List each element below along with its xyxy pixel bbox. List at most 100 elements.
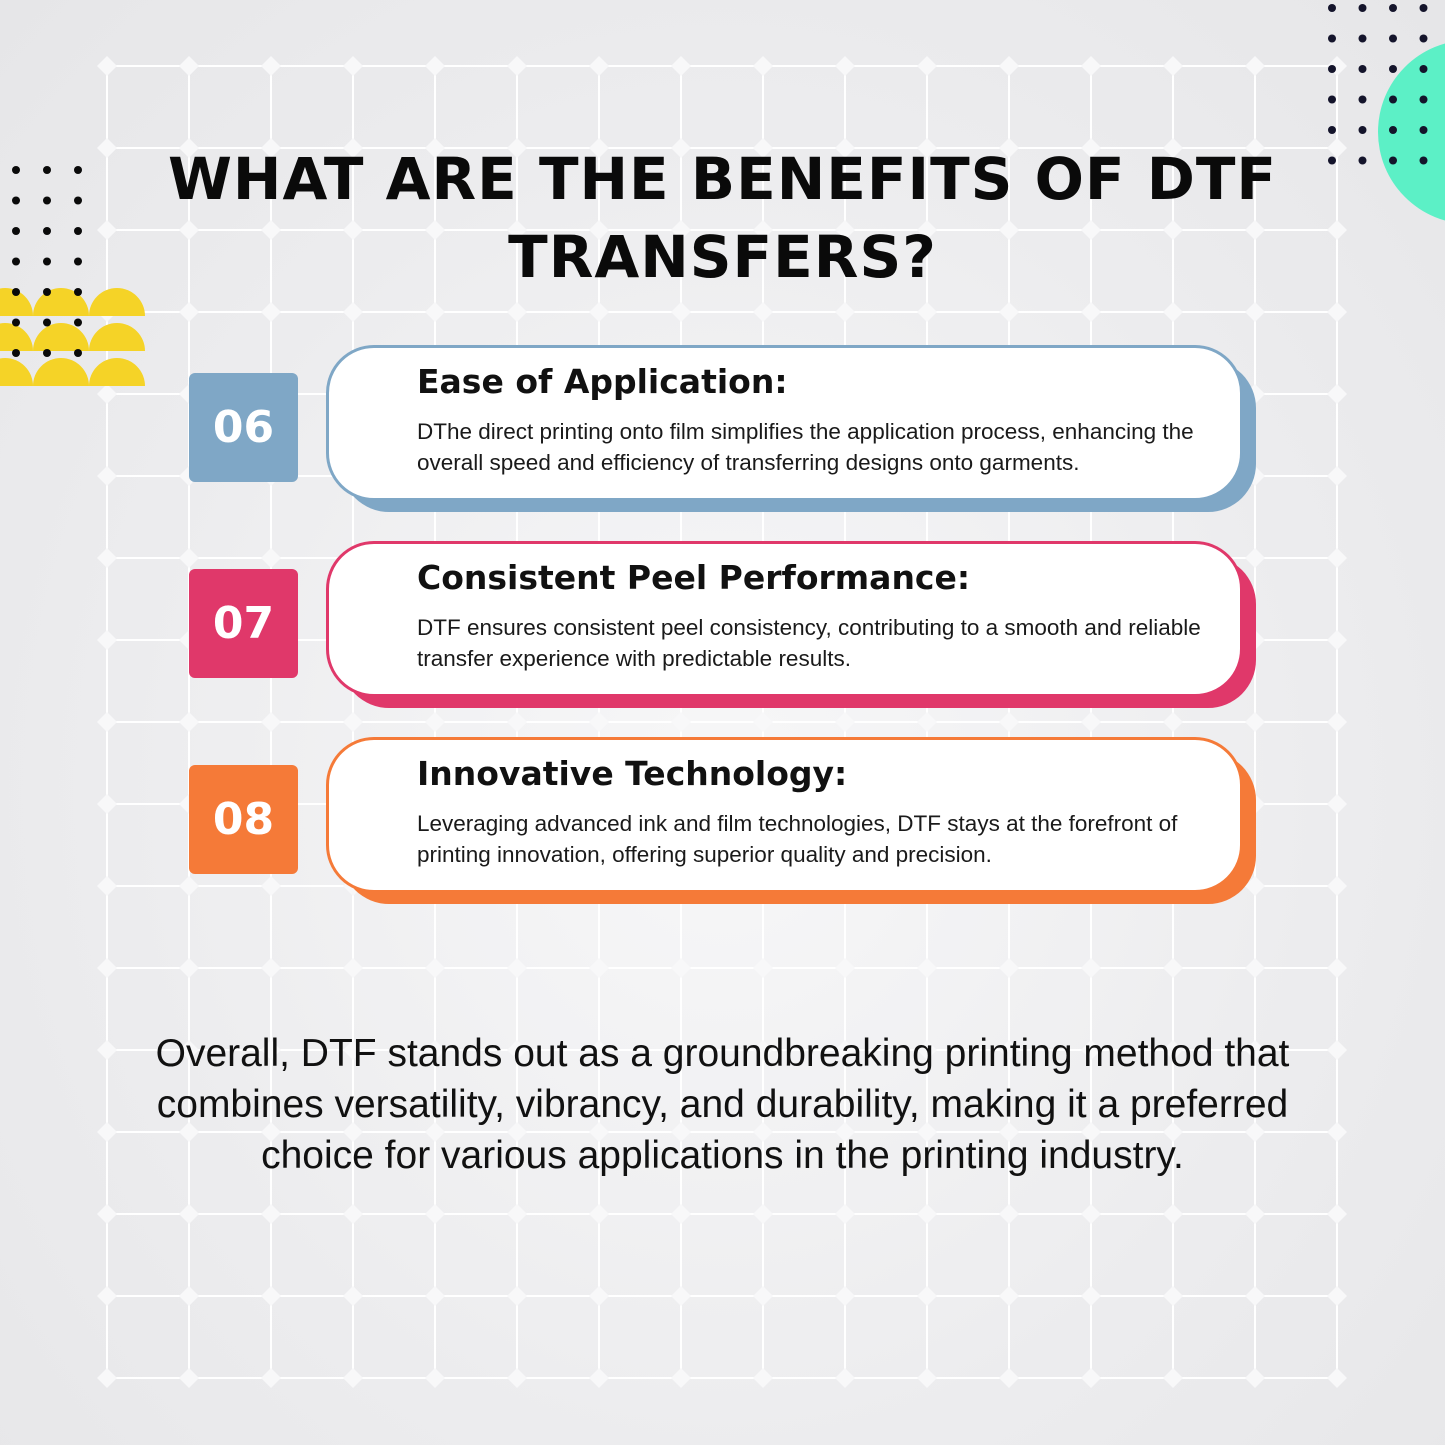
grid-node	[1163, 1040, 1183, 1060]
grid-node	[589, 1286, 609, 1306]
grid-node	[835, 138, 855, 158]
grid-node	[671, 1368, 691, 1388]
grid-node	[1081, 302, 1101, 322]
grid-node	[261, 56, 281, 76]
dot	[74, 349, 82, 357]
grid-node	[1081, 958, 1101, 978]
dot	[74, 318, 82, 327]
grid-node	[589, 1122, 609, 1142]
benefit-item: 07 Consistent Peel Performance: DTF ensu…	[189, 541, 1259, 711]
grid-node	[1327, 220, 1347, 240]
grid-node	[835, 220, 855, 240]
dot	[1328, 34, 1336, 43]
grid-node	[753, 712, 773, 732]
benefit-number-badge: 06	[189, 373, 298, 482]
grid-node	[1327, 1204, 1347, 1224]
grid-node	[1163, 1204, 1183, 1224]
grid-node	[999, 712, 1019, 732]
benefit-description: DTF ensures consistent peel consistency,…	[417, 615, 1201, 671]
grid-node	[97, 1286, 117, 1306]
dot	[1389, 34, 1397, 43]
grid-node	[1245, 302, 1265, 322]
grid-node	[1327, 1368, 1347, 1388]
grid-node	[179, 220, 199, 240]
grid-node	[179, 712, 199, 732]
grid-node	[917, 1040, 937, 1060]
grid-node	[179, 56, 199, 76]
grid-node	[425, 220, 445, 240]
grid-node	[671, 56, 691, 76]
dot-pattern-right	[1328, 4, 1428, 165]
grid-node	[97, 138, 117, 158]
grid-node	[261, 712, 281, 732]
grid-node	[1245, 56, 1265, 76]
grid-node	[97, 548, 117, 568]
grid-node	[589, 712, 609, 732]
grid-node	[753, 1204, 773, 1224]
grid-node	[261, 220, 281, 240]
grid-node	[753, 1122, 773, 1142]
grid-node	[917, 1122, 937, 1142]
dot	[74, 257, 82, 266]
grid-node	[261, 1040, 281, 1060]
grid-node	[1163, 1122, 1183, 1142]
dot	[74, 196, 82, 205]
dot	[74, 166, 82, 174]
grid-node	[97, 958, 117, 978]
grid-node	[589, 220, 609, 240]
grid-node	[261, 302, 281, 322]
grid-node	[1163, 958, 1183, 978]
grid-node	[917, 56, 937, 76]
dot	[43, 318, 51, 327]
grid-node	[343, 138, 363, 158]
benefit-heading: Innovative Technology:	[417, 754, 848, 793]
dot	[1358, 156, 1367, 165]
dot	[1419, 156, 1428, 165]
grid-node	[1245, 712, 1265, 732]
dot	[1389, 95, 1397, 104]
grid-node	[999, 138, 1019, 158]
dot	[1358, 4, 1367, 12]
dot	[1328, 4, 1336, 12]
dot	[12, 196, 20, 205]
grid-node	[1245, 1368, 1265, 1388]
yellow-semicircles	[0, 288, 145, 386]
benefit-card: Innovative Technology: Leveraging advanc…	[326, 737, 1243, 893]
grid-node	[97, 630, 117, 650]
dot	[1419, 34, 1428, 43]
yellow-semicircle	[89, 288, 145, 316]
grid-node	[999, 302, 1019, 322]
grid-node	[97, 712, 117, 732]
grid-node	[179, 548, 199, 568]
grid-node	[97, 1204, 117, 1224]
grid-node	[1327, 1040, 1347, 1060]
page-title: WHAT ARE THE BENEFITS OF DTF TRANSFERS?	[167, 145, 1278, 291]
dot	[12, 288, 20, 296]
grid-node	[1081, 1368, 1101, 1388]
grid-node	[179, 1040, 199, 1060]
grid-node	[671, 220, 691, 240]
benefit-heading: Ease of Application:	[417, 362, 788, 401]
grid-node	[1327, 138, 1347, 158]
summary-text: Overall, DTF stands out as a groundbreak…	[155, 1032, 1290, 1177]
grid-node	[1327, 548, 1347, 568]
grid-node	[261, 1122, 281, 1142]
grid-node	[835, 302, 855, 322]
dot	[12, 318, 20, 327]
grid-node	[1081, 1204, 1101, 1224]
grid-node	[917, 712, 937, 732]
benefit-card: Ease of Application: DThe direct printin…	[326, 345, 1243, 501]
grid-node	[1327, 876, 1347, 896]
grid-node	[1327, 630, 1347, 650]
grid-node	[589, 138, 609, 158]
grid-node	[425, 1040, 445, 1060]
grid-node	[999, 56, 1019, 76]
grid-node	[1327, 1286, 1347, 1306]
grid-node	[179, 138, 199, 158]
dot	[1358, 34, 1367, 43]
yellow-semicircle	[0, 358, 33, 386]
grid-node	[507, 958, 527, 978]
grid-node	[261, 1368, 281, 1388]
grid-node	[97, 1040, 117, 1060]
